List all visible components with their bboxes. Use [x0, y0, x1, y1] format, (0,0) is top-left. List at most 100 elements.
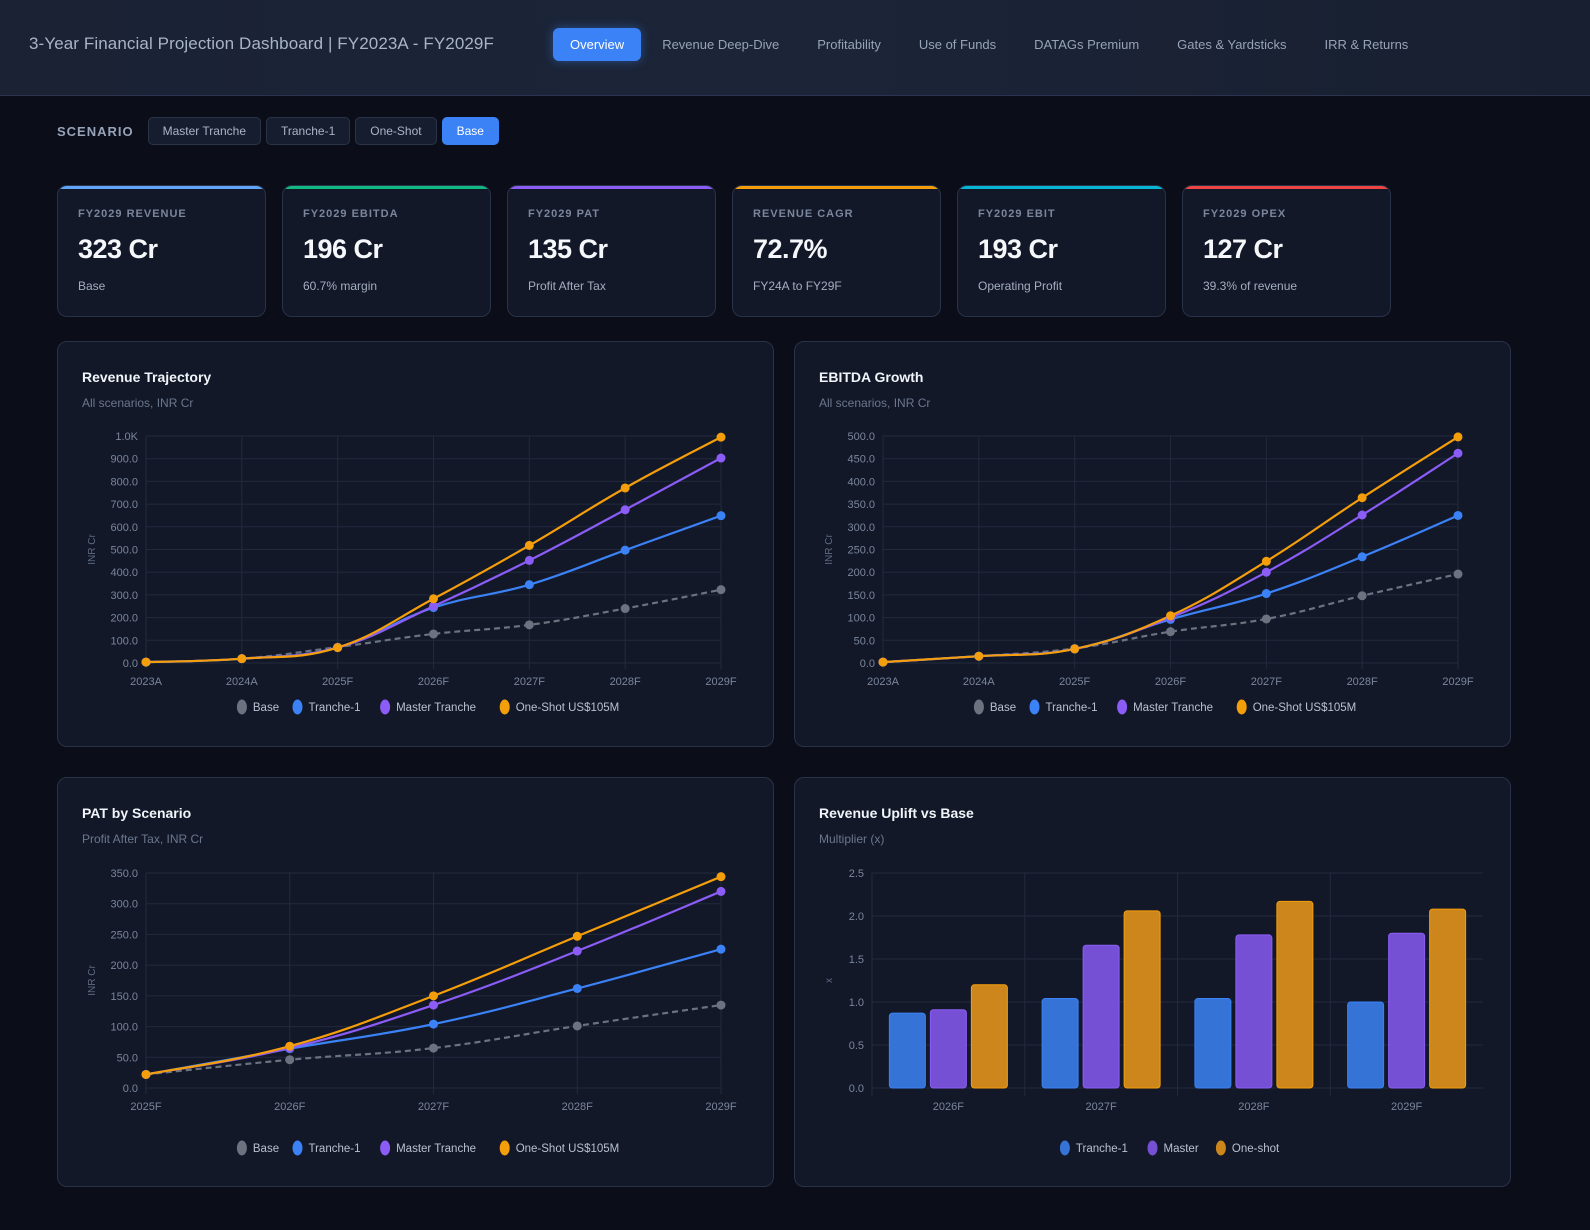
x-tick-label: 2028F — [1347, 676, 1378, 688]
data-point-tranche1 — [572, 983, 582, 993]
kpi-value: 127 Cr — [1203, 234, 1283, 264]
data-point-master — [524, 555, 534, 565]
bar-master — [929, 1009, 967, 1089]
legend-swatch-oneshot — [1215, 1140, 1226, 1156]
kpi-accent-bar — [508, 186, 715, 189]
scenario-one-shot-button[interactable]: One-Shot — [355, 117, 437, 145]
y-tick-label: 400.0 — [847, 476, 875, 488]
tab-irr-returns[interactable]: IRR & Returns — [1324, 37, 1409, 52]
data-point-oneshot — [429, 991, 438, 1001]
x-tick-label: 2023A — [130, 676, 162, 688]
y-tick-label: 0.0 — [123, 658, 138, 670]
tab-overview[interactable]: Overview — [553, 28, 642, 61]
data-point-tranche1 — [1357, 552, 1367, 562]
x-tick-label: 2023A — [867, 676, 899, 688]
y-tick-label: 250.0 — [110, 929, 138, 941]
x-tick-label: 2029F — [1391, 1101, 1422, 1113]
data-point-base — [429, 629, 438, 639]
x-tick-label: 2028F — [1238, 1101, 1269, 1113]
scenario-tranche-1-button[interactable]: Tranche-1 — [266, 117, 351, 145]
data-point-base — [716, 585, 726, 595]
legend-label-oneshot: One-Shot US$105M — [516, 1143, 620, 1155]
data-point-oneshot — [141, 1069, 151, 1079]
y-tick-label: 500.0 — [110, 545, 138, 557]
data-point-oneshot — [1261, 556, 1271, 566]
x-tick-label: 2024A — [963, 676, 995, 688]
x-tick-label: 2028F — [610, 676, 641, 688]
x-tick-label: 2029F — [705, 676, 736, 688]
data-point-tranche1 — [716, 944, 726, 954]
y-axis-label: INR Cr — [87, 534, 98, 565]
legend-label-tranche1: Tranche-1 — [309, 1143, 361, 1155]
legend-swatch-oneshot — [499, 1140, 510, 1156]
y-tick-label: 500.0 — [847, 431, 875, 443]
legend-swatch-base — [236, 699, 247, 715]
data-point-tranche1 — [1261, 589, 1271, 599]
tab-datags-premium[interactable]: DATAGs Premium — [1034, 37, 1140, 52]
y-tick-label: 400.0 — [110, 567, 138, 579]
legend-label-tranche1: Tranche-1 — [1076, 1143, 1128, 1155]
data-point-oneshot — [1453, 432, 1463, 442]
x-tick-label: 2026F — [274, 1101, 305, 1113]
tab-profitability[interactable]: Profitability — [817, 37, 881, 52]
data-point-tranche1 — [1453, 510, 1463, 520]
kpi-label: FY2029 PAT — [528, 208, 600, 220]
data-point-tranche1 — [716, 511, 726, 521]
x-tick-label: 2026F — [933, 1101, 964, 1113]
x-tick-label: 2025F — [322, 676, 353, 688]
data-point-base — [1357, 591, 1367, 601]
kpi-accent-bar — [58, 186, 265, 189]
x-tick-label: 2025F — [130, 1101, 161, 1113]
legend-label-base: Base — [253, 702, 279, 714]
data-point-base — [716, 1000, 726, 1010]
chart-subtitle: Multiplier (x) — [819, 832, 885, 846]
x-tick-label: 2027F — [514, 676, 545, 688]
y-tick-label: 350.0 — [847, 499, 875, 511]
legend-swatch-master — [380, 1140, 391, 1156]
kpi-subtext: Base — [78, 279, 106, 293]
tab-gates-yardsticks[interactable]: Gates & Yardsticks — [1177, 37, 1287, 52]
y-tick-label: 200.0 — [110, 960, 138, 972]
y-tick-label: 50.0 — [854, 635, 875, 647]
legend-label-oneshot: One-shot — [1232, 1143, 1280, 1155]
x-tick-label: 2025F — [1059, 676, 1090, 688]
y-tick-label: 50.0 — [117, 1052, 138, 1064]
kpi-value: 72.7% — [753, 234, 828, 264]
data-point-oneshot — [1166, 611, 1175, 621]
y-axis-label: INR Cr — [824, 534, 835, 565]
scenario-master-tranche-button[interactable]: Master Tranche — [147, 117, 261, 145]
kpi-subtext: FY24A to FY29F — [753, 279, 842, 293]
kpi-label: FY2029 EBITDA — [303, 208, 399, 220]
data-point-master — [1453, 448, 1463, 458]
kpi-card-pat: FY2029 PAT 135 Cr Profit After Tax — [507, 185, 716, 317]
x-tick-label: 2027F — [1086, 1101, 1117, 1113]
tab-revenue-deep-dive[interactable]: Revenue Deep-Dive — [662, 37, 780, 52]
y-tick-label: 300.0 — [110, 899, 138, 911]
kpi-value: 193 Cr — [978, 234, 1058, 264]
legend-swatch-master — [1117, 699, 1128, 715]
data-point-base — [572, 1021, 582, 1031]
y-tick-label: 350.0 — [110, 868, 138, 880]
y-tick-label: 450.0 — [847, 454, 875, 466]
data-point-master — [620, 505, 630, 515]
kpi-value: 323 Cr — [78, 234, 158, 264]
revenue-trajectory-chart: 0.0 100.0 200.0 300.0 400.0 500.0 600.0 700.0 80… — [87, 431, 737, 715]
y-tick-label: 800.0 — [110, 476, 138, 488]
x-tick-label: 2026F — [418, 676, 449, 688]
data-point-master — [1261, 567, 1271, 577]
chart-title: Revenue Uplift vs Base — [819, 805, 974, 821]
tab-use-of-funds[interactable]: Use of Funds — [918, 37, 997, 52]
ebitda-growth-panel: EBITDA Growth All scenarios, INR Cr 0.0 5… — [794, 341, 1511, 747]
x-tick-label: 2027F — [1251, 676, 1282, 688]
kpi-accent-bar — [958, 186, 1165, 189]
bar-tranche1 — [1347, 1001, 1385, 1089]
kpi-value: 135 Cr — [528, 234, 608, 264]
data-point-oneshot — [1070, 644, 1080, 654]
scenario-base-button[interactable]: Base — [441, 117, 499, 145]
kpi-card-opex: FY2029 OPEX 127 Cr 39.3% of revenue — [1182, 185, 1391, 317]
series-line-base — [145, 1003, 722, 1076]
data-point-oneshot — [572, 931, 582, 941]
data-point-oneshot — [237, 654, 247, 664]
pat-by-scenario-panel: PAT by Scenario Profit After Tax, INR Cr… — [57, 777, 774, 1187]
y-tick-label: 100.0 — [110, 1022, 138, 1034]
